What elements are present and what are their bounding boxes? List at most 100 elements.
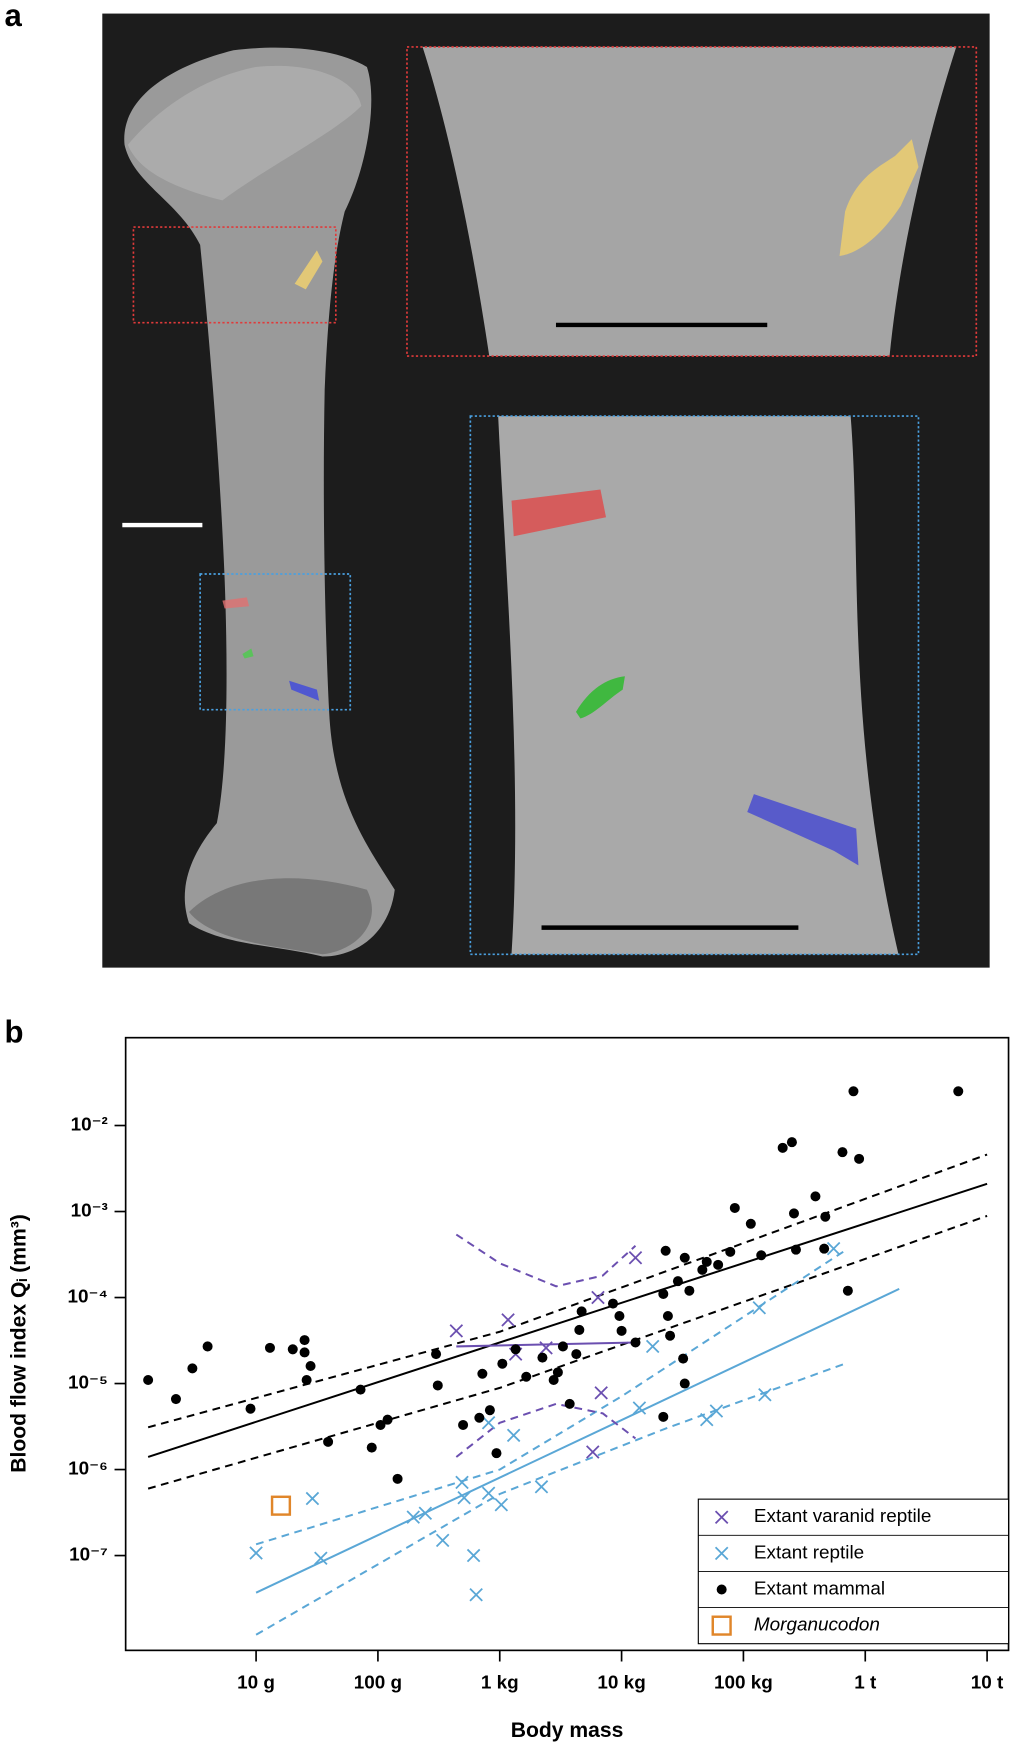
- fit-line: [147, 1153, 988, 1429]
- ct-panel: [102, 13, 990, 968]
- data-point: [848, 1086, 859, 1097]
- data-point: [790, 1244, 801, 1255]
- data-point: [697, 1264, 708, 1275]
- data-point: [432, 1380, 443, 1391]
- data-point: [552, 1367, 563, 1378]
- data-point: [249, 1546, 263, 1560]
- data-point: [382, 1414, 393, 1425]
- data-point: [270, 1495, 292, 1516]
- data-point: [143, 1374, 154, 1385]
- data-point: [709, 1404, 724, 1418]
- legend-label: Morganucodon: [754, 1615, 880, 1636]
- data-point: [679, 1252, 690, 1263]
- data-point: [684, 1285, 695, 1296]
- data-point: [632, 1401, 647, 1415]
- data-point: [701, 1256, 712, 1267]
- data-point: [607, 1298, 618, 1309]
- fit-line: [147, 1214, 988, 1490]
- data-point: [287, 1344, 298, 1355]
- x-axis-label: Body mass: [511, 1719, 624, 1742]
- data-point: [375, 1419, 386, 1430]
- data-point: [758, 1388, 772, 1402]
- data-point: [628, 1251, 643, 1265]
- data-point: [264, 1342, 275, 1353]
- data-point: [187, 1363, 198, 1374]
- data-point: [660, 1245, 671, 1256]
- data-point: [594, 1386, 608, 1400]
- data-point: [455, 1475, 469, 1490]
- legend-label: Extant reptile: [754, 1542, 864, 1563]
- data-point: [305, 1360, 316, 1371]
- data-point: [713, 1259, 724, 1270]
- data-point: [678, 1353, 689, 1364]
- data-point: [355, 1384, 366, 1395]
- fit-line: [255, 1249, 846, 1546]
- x-tick-label: 10 t: [971, 1673, 1004, 1694]
- data-point: [484, 1405, 495, 1416]
- data-point: [756, 1250, 767, 1261]
- y-tick-label: 10⁻²: [71, 1115, 108, 1136]
- data-point: [466, 1548, 481, 1563]
- x-tick-label: 100 g: [354, 1673, 402, 1694]
- data-point: [435, 1533, 450, 1548]
- legend-label: Extant mammal: [754, 1578, 885, 1599]
- data-point: [299, 1347, 310, 1358]
- data-point: [501, 1313, 515, 1327]
- y-tick-label: 10⁻⁷: [69, 1545, 108, 1566]
- fit-line: [456, 1341, 636, 1348]
- data-point: [392, 1473, 403, 1484]
- data-point: [679, 1378, 690, 1389]
- data-point: [672, 1276, 683, 1287]
- data-point: [474, 1412, 485, 1423]
- data-point: [842, 1285, 853, 1296]
- data-point: [788, 1208, 799, 1219]
- data-point: [314, 1551, 328, 1566]
- data-point: [534, 1480, 549, 1494]
- y-tick-label: 10⁻⁵: [68, 1373, 108, 1394]
- data-point: [557, 1341, 568, 1352]
- data-point: [786, 1137, 797, 1148]
- x-tick-label: 10 g: [237, 1673, 275, 1694]
- data-point: [494, 1497, 509, 1512]
- data-point: [571, 1349, 582, 1360]
- data-point: [406, 1510, 421, 1524]
- data-point: [630, 1337, 641, 1348]
- data-point: [614, 1310, 625, 1321]
- data-point: [431, 1349, 442, 1360]
- panel-label: b: [4, 1015, 23, 1050]
- data-point: [645, 1339, 660, 1354]
- data-point: [591, 1290, 605, 1305]
- legend-marker: [716, 1584, 727, 1595]
- data-point: [458, 1419, 469, 1430]
- data-point: [301, 1374, 312, 1385]
- fit-line: [147, 1182, 988, 1458]
- data-point: [777, 1142, 788, 1153]
- data-point: [576, 1306, 587, 1317]
- data-point: [854, 1153, 865, 1164]
- data-point: [586, 1445, 600, 1459]
- y-axis-label: Blood flow index Qᵢ (mm³): [8, 1214, 31, 1473]
- data-point: [457, 1491, 471, 1505]
- data-point: [665, 1330, 676, 1341]
- data-point: [616, 1325, 627, 1336]
- data-point: [745, 1218, 756, 1229]
- x-tick-label: 1 kg: [481, 1673, 519, 1694]
- data-point: [491, 1448, 502, 1459]
- data-point: [170, 1394, 181, 1405]
- data-point: [729, 1202, 740, 1213]
- data-point: [662, 1310, 673, 1321]
- y-tick-label: 10⁻⁶: [68, 1459, 108, 1480]
- data-point: [658, 1411, 669, 1422]
- fit-line: [455, 1233, 637, 1288]
- data-point: [469, 1588, 483, 1602]
- data-point: [510, 1344, 521, 1355]
- data-point: [658, 1288, 669, 1299]
- data-point: [820, 1211, 831, 1222]
- data-point: [810, 1191, 821, 1202]
- fit-line: [255, 1362, 846, 1636]
- data-point: [826, 1241, 841, 1256]
- data-point: [481, 1486, 496, 1501]
- panel-label: a: [4, 0, 22, 33]
